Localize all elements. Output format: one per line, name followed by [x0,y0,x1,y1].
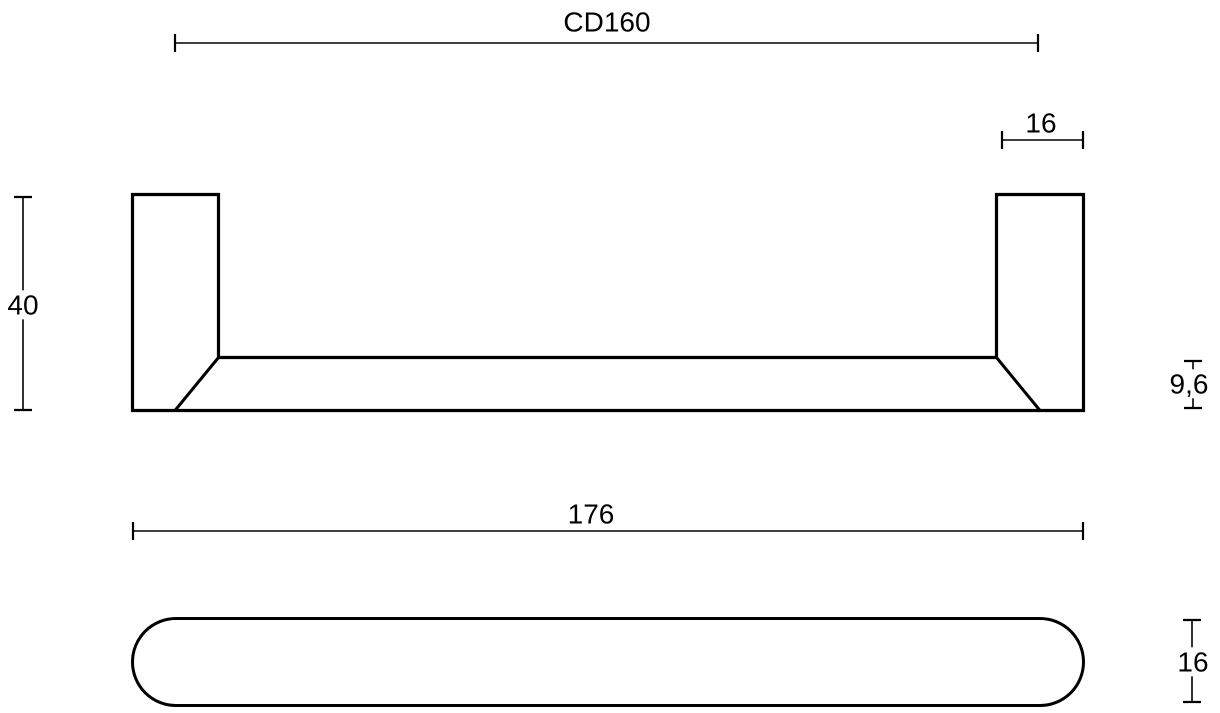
dim-label-center-distance: CD160 [560,7,654,37]
bottom-view-outline [131,617,1085,707]
front-view-left-chamfer-line [173,356,220,412]
bottom-view [131,617,1085,707]
dim-label-overall-length: 176 [564,499,618,529]
front-view [130,192,1086,413]
dim-label-height: 40 [4,290,42,320]
dim-center-distance [173,34,1040,52]
dim-label-depth: 16 [1174,647,1212,677]
front-view-outline [130,192,1086,413]
dim-post-width [1000,131,1085,149]
dim-label-grip-thickness: 9,6 [1166,369,1212,399]
dim-overall-length [131,522,1085,540]
dim-label-post-width: 16 [1022,108,1060,138]
front-view-right-chamfer-line [995,356,1042,412]
